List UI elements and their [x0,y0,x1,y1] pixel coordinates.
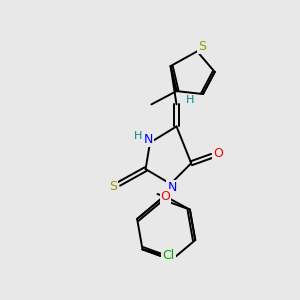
Text: N: N [144,133,153,146]
Text: S: S [109,180,117,193]
Text: S: S [198,40,206,52]
Text: Cl: Cl [162,249,175,262]
Text: O: O [160,190,170,203]
Text: H: H [186,95,194,105]
Text: O: O [213,147,223,160]
Text: H: H [134,131,142,141]
Text: N: N [167,181,177,194]
